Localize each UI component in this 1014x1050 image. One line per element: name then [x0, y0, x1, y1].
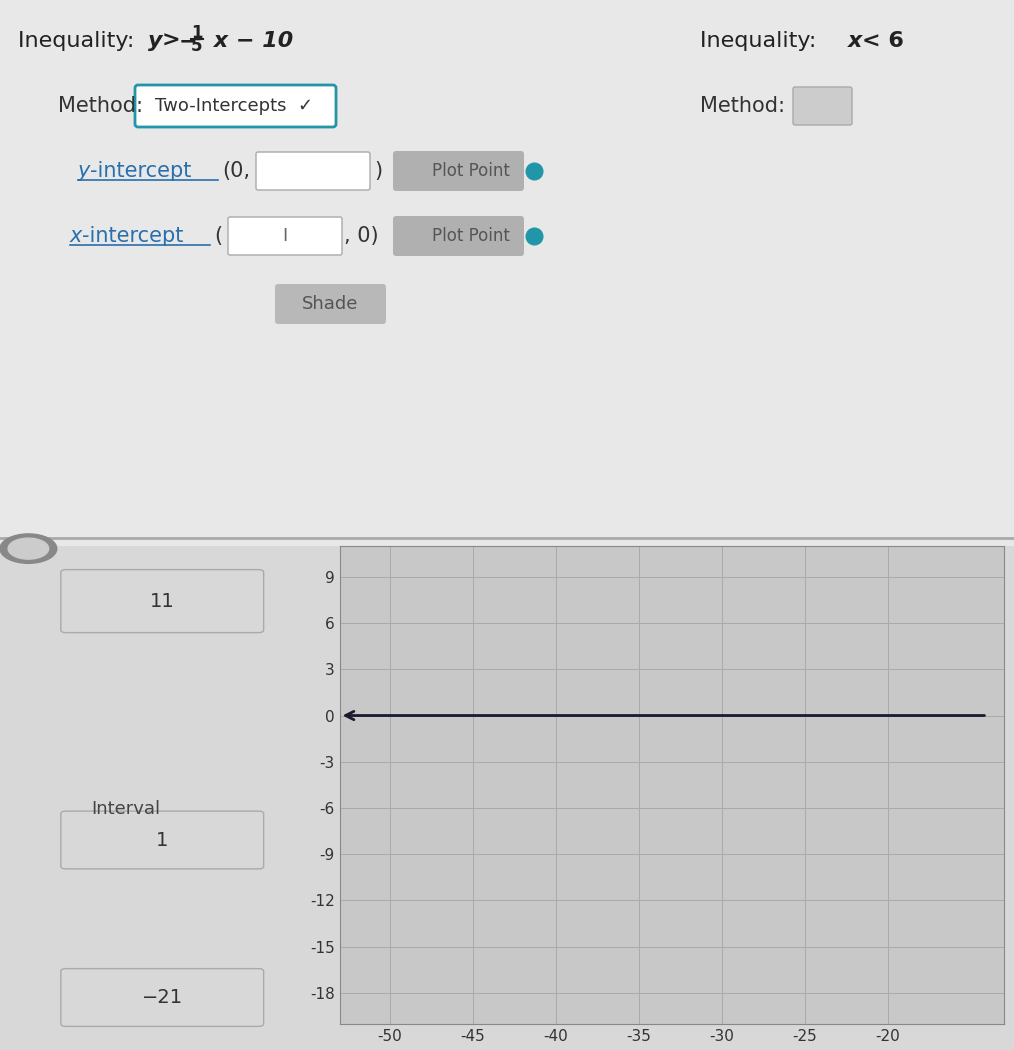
- Text: Inequality:: Inequality:: [18, 32, 142, 51]
- FancyBboxPatch shape: [61, 968, 264, 1027]
- Circle shape: [8, 538, 49, 559]
- Text: -intercept: -intercept: [90, 161, 192, 181]
- Text: x: x: [70, 226, 82, 246]
- Text: (0,: (0,: [222, 161, 250, 181]
- Text: I: I: [282, 227, 288, 245]
- FancyBboxPatch shape: [61, 569, 264, 632]
- Text: ): ): [374, 161, 382, 181]
- FancyBboxPatch shape: [61, 811, 264, 869]
- Text: Inequality:: Inequality:: [700, 32, 823, 51]
- Text: 1: 1: [156, 831, 168, 849]
- FancyBboxPatch shape: [393, 151, 524, 191]
- Text: Interval: Interval: [91, 799, 160, 818]
- Text: Plot Point: Plot Point: [432, 162, 510, 180]
- Text: (: (: [214, 226, 222, 246]
- FancyBboxPatch shape: [793, 87, 852, 125]
- Text: Shade: Shade: [302, 295, 358, 313]
- Text: 1: 1: [192, 24, 203, 42]
- FancyBboxPatch shape: [0, 0, 1014, 546]
- Text: y: y: [148, 32, 162, 51]
- Circle shape: [0, 533, 57, 563]
- Text: −21: −21: [142, 988, 183, 1007]
- FancyBboxPatch shape: [393, 216, 524, 256]
- Text: −: −: [179, 32, 198, 51]
- FancyBboxPatch shape: [256, 152, 370, 190]
- FancyBboxPatch shape: [135, 85, 336, 127]
- Text: < 6: < 6: [862, 32, 903, 51]
- Text: 5: 5: [192, 37, 203, 55]
- Text: , 0): , 0): [344, 226, 378, 246]
- Text: y: y: [78, 161, 90, 181]
- Text: 11: 11: [150, 591, 174, 611]
- FancyBboxPatch shape: [228, 217, 342, 255]
- Text: Plot Point: Plot Point: [432, 227, 510, 245]
- Text: -intercept: -intercept: [82, 226, 184, 246]
- Text: Method:: Method:: [58, 96, 143, 116]
- Text: Method:: Method:: [700, 96, 785, 116]
- Text: Two-Intercepts  ✓: Two-Intercepts ✓: [155, 97, 313, 116]
- Text: x − 10: x − 10: [206, 32, 293, 51]
- Text: >: >: [162, 32, 180, 51]
- Text: x: x: [848, 32, 862, 51]
- FancyBboxPatch shape: [275, 284, 386, 324]
